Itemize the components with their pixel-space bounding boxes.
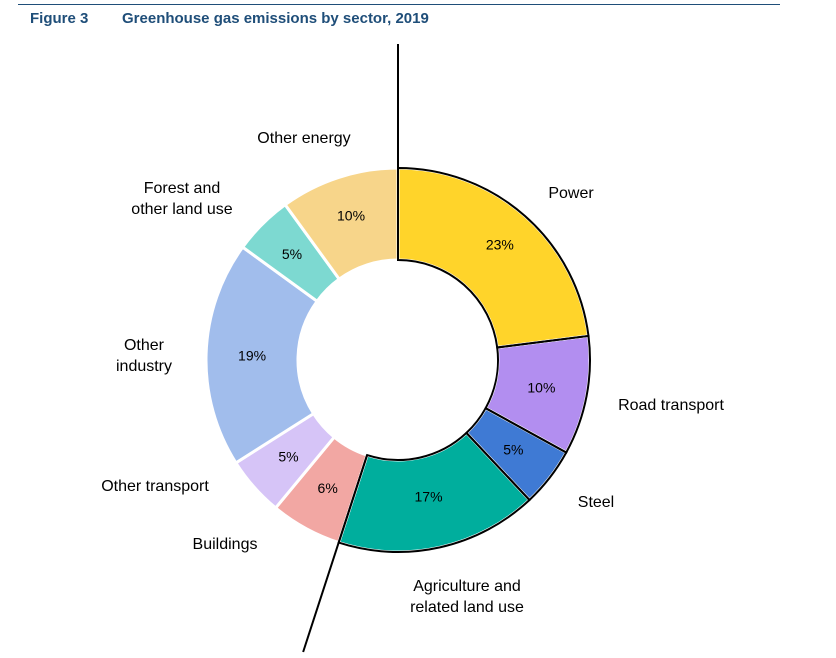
percent-labels: 23% 10% 5% 17% 6% 5% 19% 5% 10% [238,207,555,504]
figure-number: Figure 3 [30,10,89,27]
label-forest-and-other-land-use: Forest and other land use [131,180,233,218]
pct-label-buildings: 6% [318,480,338,496]
pct-label-forest-and-other-land-use: 5% [282,246,302,262]
highlight-outline [302,44,591,653]
pct-label-other-transport: 5% [278,449,298,465]
label-agriculture-and-related-land-use: Agriculture and related land use [410,578,524,616]
label-other-transport: Other transport [101,478,209,495]
slice-other-industry [204,245,320,465]
pct-label-other-industry: 19% [238,347,266,363]
label-buildings: Buildings [193,536,258,553]
pct-label-power: 23% [486,236,514,252]
divider-line-bottom [302,454,369,653]
figure-header: Figure 3 Greenhouse gas emissions by sect… [30,10,429,27]
figure-title: Greenhouse gas emissions by sector, 2019 [122,10,429,27]
pct-label-road-transport: 10% [527,379,555,395]
label-steel: Steel [578,494,614,511]
outline-power [397,166,590,349]
label-other-energy: Other energy [257,130,350,147]
pct-label-agriculture-and-related-land-use: 17% [415,489,443,505]
outline-agriculture-and-related-land-use [337,431,531,553]
category-labels: Power Road transport Steel Agriculture and r… [101,130,724,616]
header-rule [18,4,780,5]
label-other-industry: Other industry [116,337,172,375]
pct-label-other-energy: 10% [337,207,365,223]
pct-label-steel: 5% [503,441,523,457]
label-power: Power [548,185,594,202]
label-road-transport: Road transport [618,397,724,414]
